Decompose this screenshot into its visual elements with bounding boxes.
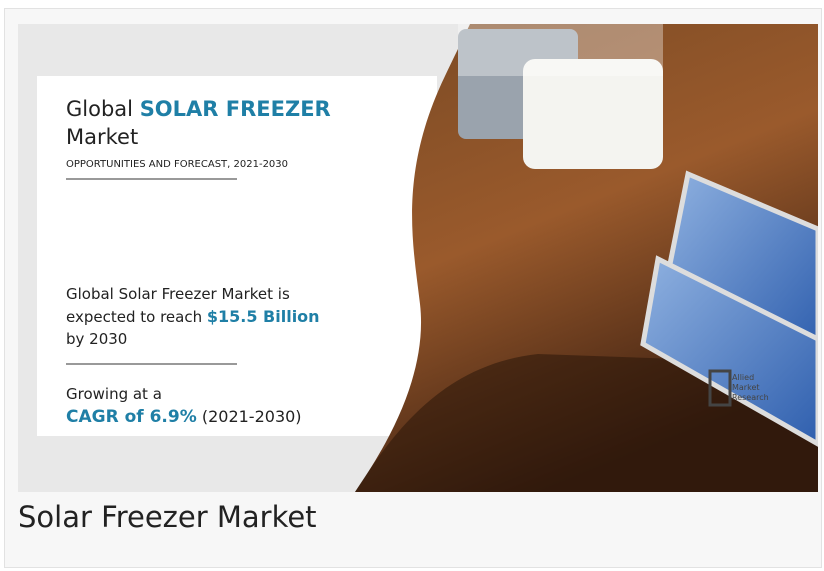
statement: Global Solar Freezer Market is xyxy=(66,285,290,303)
headline: Market xyxy=(66,125,138,149)
infographic: Global SOLAR FREEZER Market OPPORTUNITIE… xyxy=(18,24,818,492)
subtitle: OPPORTUNITIES AND FORECAST, 2021-2030 xyxy=(66,159,288,170)
logo: Research xyxy=(732,393,769,402)
statement: by 2030 xyxy=(66,330,127,348)
growth: Growing at a xyxy=(66,385,162,403)
logo: Market xyxy=(732,383,760,392)
caption: Solar Freezer Market xyxy=(18,500,317,534)
page: Global SOLAR FREEZER Market OPPORTUNITIE… xyxy=(0,0,824,571)
overlay xyxy=(458,24,663,76)
statement: expected to reach $15.5 Billion xyxy=(66,307,320,326)
headline: Global SOLAR FREEZER xyxy=(66,97,331,121)
logo: Allied xyxy=(732,373,754,382)
growth: CAGR of 6.9% (2021-2030) xyxy=(66,407,302,427)
